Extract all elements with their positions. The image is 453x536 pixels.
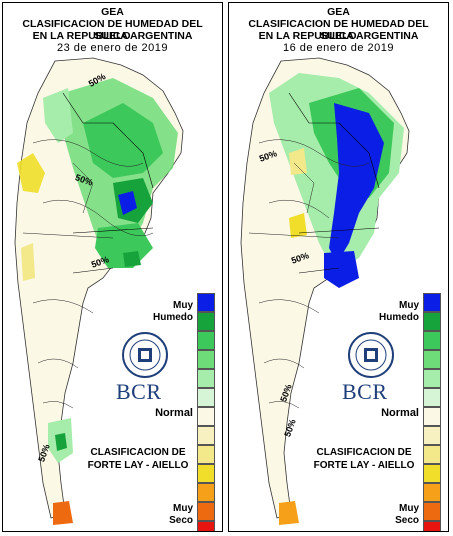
legend-swatch — [197, 426, 215, 445]
legend-swatch — [197, 312, 215, 331]
panel-date: 23 de enero de 2019 — [56, 42, 169, 54]
classification-line1: CLASIFICACION DE — [90, 447, 186, 458]
classification-line1: CLASIFICACION DE — [316, 447, 412, 458]
legend-swatch — [423, 293, 441, 312]
moisture-legend — [197, 293, 215, 531]
legend-swatch — [197, 483, 215, 502]
map-panel-left: GEA CLASIFICACION DE HUMEDAD DEL SUELO E… — [2, 2, 223, 532]
legend-swatch — [423, 445, 441, 464]
panel-org: GEA — [101, 6, 124, 18]
legend-swatch — [423, 388, 441, 407]
legend-swatch — [197, 464, 215, 483]
bcr-seal-icon — [122, 332, 168, 378]
legend-swatch — [197, 407, 215, 426]
bcr-logo: BCR — [342, 379, 388, 404]
legend-swatch — [423, 426, 441, 445]
legend-label-muy: Muy — [399, 503, 419, 514]
moisture-legend — [423, 293, 441, 531]
legend-swatch — [423, 350, 441, 369]
legend-swatch — [197, 331, 215, 350]
legend-swatch — [197, 502, 215, 521]
legend-swatch — [197, 369, 215, 388]
legend-label-humedo: Humedo — [379, 312, 419, 323]
panel-date: 16 de enero de 2019 — [282, 42, 395, 54]
legend-swatch — [423, 407, 441, 426]
classification-line2: FORTE LAY - AIELLO — [87, 460, 189, 471]
panel-title-line2: EN LA REPUBLICA ARGENTINA — [32, 30, 193, 42]
legend-label-muy: Muy — [173, 503, 193, 514]
legend-swatch — [423, 312, 441, 331]
legend-swatch — [197, 293, 215, 312]
panel-title-line1: CLASIFICACION DE HUMEDAD DEL SUELO — [22, 18, 203, 42]
legend-swatch — [197, 350, 215, 369]
panel-title-line1: CLASIFICACION DE HUMEDAD DEL SUELO — [248, 18, 429, 42]
legend-swatch — [197, 445, 215, 464]
panel-org: GEA — [327, 6, 350, 18]
classification-line2: FORTE LAY - AIELLO — [313, 460, 415, 471]
legend-label-normal: Normal — [381, 407, 419, 419]
legend-label-seco: Seco — [395, 515, 419, 526]
legend-label-humedo: Humedo — [153, 312, 193, 323]
legend-swatch — [423, 331, 441, 350]
legend-label-seco: Seco — [169, 515, 193, 526]
panel-title-line2: EN LA REPUBLICA ARGENTINA — [258, 30, 419, 42]
legend-swatch — [423, 502, 441, 521]
legend-label-normal: Normal — [155, 407, 193, 419]
bcr-logo: BCR — [116, 379, 162, 404]
legend-swatch — [423, 464, 441, 483]
legend-swatch — [423, 369, 441, 388]
bcr-seal-icon — [348, 332, 394, 378]
argentina-soil-moisture-map — [14, 57, 184, 525]
legend-swatch — [423, 483, 441, 502]
legend-label-muy: Muy — [173, 300, 193, 311]
legend-label-muy: Muy — [399, 300, 419, 311]
argentina-soil-moisture-map — [240, 57, 410, 525]
map-panel-right: GEA CLASIFICACION DE HUMEDAD DEL SUELO E… — [228, 2, 449, 532]
legend-swatch — [197, 388, 215, 407]
legend-swatch — [423, 521, 441, 531]
legend-swatch — [197, 521, 215, 531]
